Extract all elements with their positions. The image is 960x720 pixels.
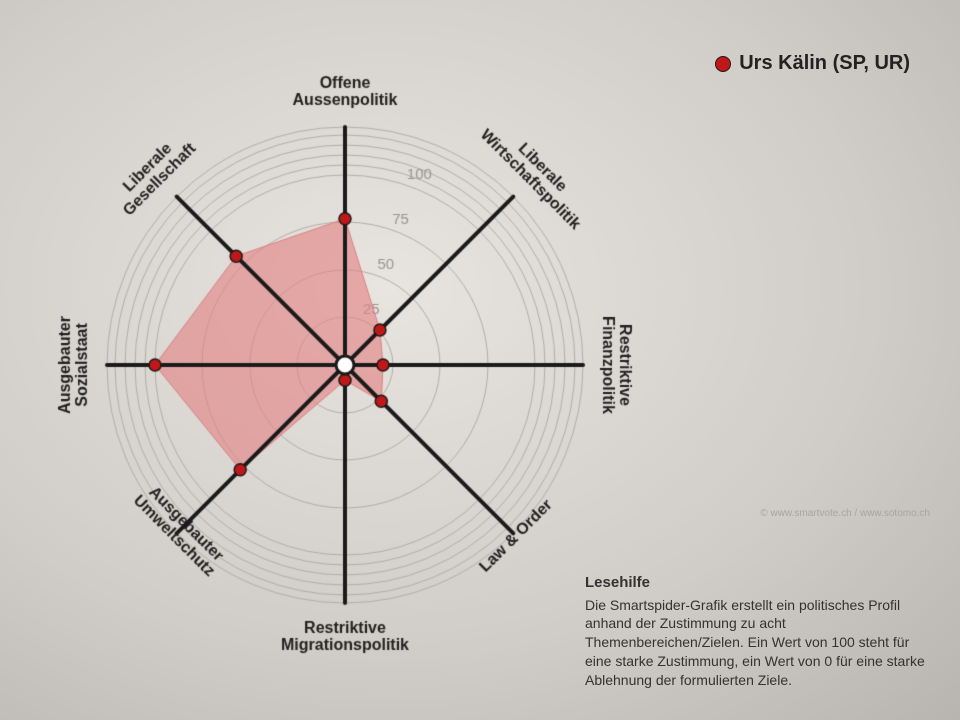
legend-dot-icon [715,56,731,72]
help-body: Die Smartspider-Grafik erstellt ein poli… [585,596,930,690]
help-title: Lesehilfe [585,573,930,593]
credit-text: © www.smartvote.ch / www.sotomo.ch [760,508,930,519]
legend: Urs Kälin (SP, UR) [715,52,910,75]
help-box: Lesehilfe Die Smartspider-Grafik erstell… [585,573,930,690]
legend-label: Urs Kälin (SP, UR) [739,52,910,75]
